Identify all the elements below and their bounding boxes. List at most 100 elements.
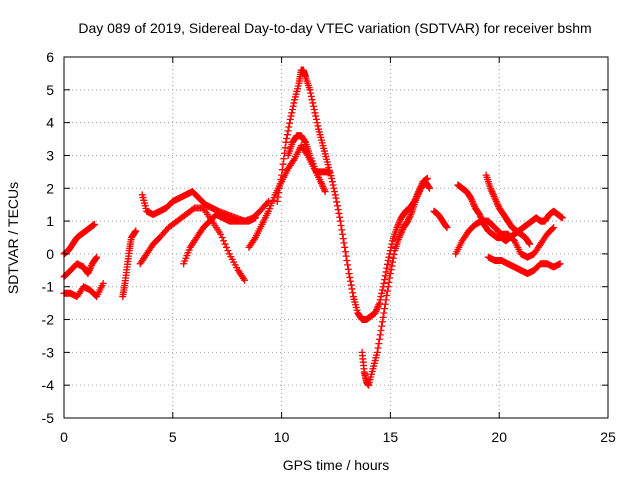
data-point-marker <box>308 96 316 104</box>
data-point-marker <box>220 237 228 245</box>
data-point-marker <box>217 230 225 238</box>
data-point-marker <box>394 220 402 228</box>
data-point-marker <box>413 194 421 202</box>
data-point-marker <box>311 109 319 117</box>
data-point-marker <box>345 270 353 278</box>
data-point-marker <box>489 189 497 197</box>
data-point-marker <box>343 256 351 264</box>
data-point-marker <box>376 331 384 339</box>
data-point-marker <box>550 224 558 232</box>
data-point-marker <box>489 191 497 199</box>
data-point-marker <box>331 191 339 199</box>
data-point-marker <box>276 180 284 188</box>
data-point-marker <box>347 281 355 289</box>
data-point-marker <box>310 106 318 114</box>
data-point-marker <box>339 230 347 238</box>
data-point-marker <box>493 199 501 207</box>
x-tick-label: 5 <box>169 429 177 445</box>
data-point-marker <box>290 156 298 164</box>
data-point-marker <box>275 184 283 192</box>
data-point-marker <box>468 197 476 205</box>
data-point-marker <box>492 197 500 205</box>
data-point-marker <box>131 228 139 236</box>
data-point-marker <box>383 260 391 268</box>
data-point-marker <box>384 283 392 291</box>
data-point-marker <box>309 99 317 107</box>
data-point-marker <box>380 309 388 317</box>
data-point-marker <box>387 266 395 274</box>
data-point-marker <box>378 322 386 330</box>
y-tick-label: 2 <box>46 180 54 196</box>
data-point-marker <box>333 198 341 206</box>
data-point-marker <box>476 211 484 219</box>
data-point-marker <box>344 265 352 273</box>
data-point-marker <box>289 102 297 110</box>
data-point-marker <box>379 313 387 321</box>
data-point-marker <box>383 287 391 295</box>
data-point-marker <box>325 168 333 176</box>
data-point-marker <box>290 99 298 107</box>
data-point-marker <box>378 318 386 326</box>
data-point-marker <box>317 178 325 186</box>
data-point-marker <box>470 201 478 209</box>
data-point-marker <box>265 197 273 205</box>
data-point-marker <box>85 268 93 276</box>
data-point-marker <box>376 335 384 343</box>
data-point-marker <box>386 274 394 282</box>
x-tick-label: 25 <box>600 429 616 445</box>
plot-frame <box>63 56 609 419</box>
data-point-marker <box>490 192 498 200</box>
y-tick-label: -2 <box>42 312 55 328</box>
data-point-marker <box>288 106 296 114</box>
data-point-marker <box>525 239 533 247</box>
data-point-marker <box>385 278 393 286</box>
data-point-marker <box>380 279 388 287</box>
y-tick-label: -3 <box>42 344 55 360</box>
data-point-marker <box>413 192 421 200</box>
data-point-marker <box>381 300 389 308</box>
data-point-marker <box>383 291 391 299</box>
data-point-marker <box>332 194 340 202</box>
data-point-marker <box>330 184 338 192</box>
data-point-marker <box>307 89 315 97</box>
data-point-marker <box>335 209 343 217</box>
data-point-marker <box>373 306 381 314</box>
y-tick-label: 4 <box>46 115 54 131</box>
data-point-marker <box>99 279 107 287</box>
data-point-marker <box>405 214 413 222</box>
data-point-marker <box>286 115 294 123</box>
data-point-marker <box>307 92 315 100</box>
data-point-marker <box>373 304 381 312</box>
data-point-marker <box>218 234 226 241</box>
data-point-marker <box>549 225 557 233</box>
data-point-marker <box>277 176 285 184</box>
y-tick-label: 6 <box>46 49 54 65</box>
data-point-marker <box>384 256 392 264</box>
data-point-marker <box>93 253 101 261</box>
y-tick-label: -1 <box>42 279 55 295</box>
y-tick-label: -5 <box>42 410 55 426</box>
x-tick-label: 15 <box>383 429 399 445</box>
data-point-marker <box>398 227 406 235</box>
data-point-marker <box>396 217 404 225</box>
data-point-marker <box>396 232 404 240</box>
x-tick-label: 20 <box>491 429 507 445</box>
data-point-marker <box>340 239 348 247</box>
data-point-marker <box>442 223 450 231</box>
data-point-marker <box>328 178 336 186</box>
data-point-marker <box>425 183 433 191</box>
data-point-marker <box>341 243 349 251</box>
data-point-marker <box>558 214 566 222</box>
data-point-marker <box>492 196 500 204</box>
y-tick-label: 5 <box>46 82 54 98</box>
data-point-marker <box>287 112 295 120</box>
data-point-marker <box>387 243 395 251</box>
data-point-marker <box>346 273 354 281</box>
data-point-marker <box>414 191 422 199</box>
data-point-marker <box>312 115 320 123</box>
data-point-marker <box>306 86 314 94</box>
data-point-marker <box>333 202 341 210</box>
data-point-marker <box>342 252 350 260</box>
data-point-marker <box>132 227 140 235</box>
y-tick-labels: -5 -4 -3 -2 -1 0 1 2 3 4 5 6 <box>42 49 55 426</box>
